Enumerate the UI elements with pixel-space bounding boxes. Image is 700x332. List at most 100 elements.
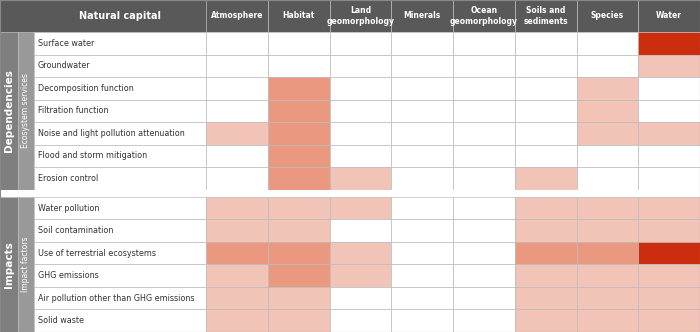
Bar	[638, 197, 700, 219]
Bar	[0, 197, 18, 332]
Text: Flood and storm mitigation: Flood and storm mitigation	[38, 151, 147, 160]
Text: Water pollution: Water pollution	[38, 204, 99, 212]
Text: Noise and light pollution attenuation: Noise and light pollution attenuation	[38, 129, 185, 138]
Text: Erosion control: Erosion control	[38, 174, 98, 183]
Bar	[453, 122, 514, 145]
Bar	[391, 167, 453, 190]
Bar	[514, 100, 577, 122]
Bar	[330, 32, 391, 54]
Bar	[638, 77, 700, 100]
Bar	[330, 287, 391, 309]
Bar	[514, 287, 577, 309]
Bar	[514, 0, 577, 32]
Bar	[391, 54, 453, 77]
Bar	[34, 145, 206, 167]
Bar	[577, 219, 638, 242]
Text: Decomposition function: Decomposition function	[38, 84, 134, 93]
Bar	[206, 219, 267, 242]
Bar	[577, 145, 638, 167]
Bar	[206, 309, 267, 332]
Bar	[577, 100, 638, 122]
Text: Land
geomorphology: Land geomorphology	[326, 6, 394, 26]
Bar	[638, 32, 700, 54]
Bar	[638, 122, 700, 145]
Text: Surface water: Surface water	[38, 39, 94, 48]
Bar	[330, 197, 391, 219]
Bar	[514, 122, 577, 145]
Bar	[34, 122, 206, 145]
Bar	[391, 309, 453, 332]
Bar	[267, 145, 330, 167]
Bar	[514, 32, 577, 54]
Bar	[391, 242, 453, 264]
Bar	[514, 167, 577, 190]
Bar	[34, 100, 206, 122]
Bar	[18, 32, 34, 190]
Bar	[391, 77, 453, 100]
Bar	[267, 242, 330, 264]
Bar	[638, 145, 700, 167]
Text: Natural capital: Natural capital	[79, 11, 161, 21]
Bar	[330, 219, 391, 242]
Bar	[391, 264, 453, 287]
Bar	[577, 54, 638, 77]
Bar	[453, 197, 514, 219]
Bar	[391, 287, 453, 309]
Bar	[34, 167, 206, 190]
Bar	[577, 122, 638, 145]
Bar	[34, 32, 206, 54]
Bar	[206, 122, 267, 145]
Bar	[577, 242, 638, 264]
Bar	[267, 264, 330, 287]
Bar	[638, 100, 700, 122]
Bar	[638, 287, 700, 309]
Bar	[453, 167, 514, 190]
Bar	[206, 54, 267, 77]
Bar	[638, 219, 700, 242]
Text: Ecosystem services: Ecosystem services	[22, 73, 31, 148]
Text: Species: Species	[591, 12, 624, 21]
Bar	[330, 122, 391, 145]
Bar	[453, 242, 514, 264]
Bar	[453, 264, 514, 287]
Bar	[34, 264, 206, 287]
Text: Soil contamination: Soil contamination	[38, 226, 113, 235]
Text: Use of terrestrial ecosystems: Use of terrestrial ecosystems	[38, 249, 156, 258]
Bar	[514, 219, 577, 242]
Text: Water: Water	[656, 12, 682, 21]
Bar	[330, 145, 391, 167]
Text: Soils and
sediments: Soils and sediments	[524, 6, 568, 26]
Bar	[577, 167, 638, 190]
Text: Impact factors: Impact factors	[22, 237, 31, 292]
Bar	[0, 0, 206, 32]
Bar	[514, 309, 577, 332]
Bar	[638, 54, 700, 77]
Bar	[577, 197, 638, 219]
Bar	[453, 219, 514, 242]
Bar	[391, 0, 453, 32]
Bar	[267, 100, 330, 122]
Bar	[514, 264, 577, 287]
Bar	[330, 309, 391, 332]
Bar	[453, 145, 514, 167]
Bar	[267, 167, 330, 190]
Bar	[453, 54, 514, 77]
Bar	[453, 0, 514, 32]
Bar	[577, 309, 638, 332]
Bar	[453, 77, 514, 100]
Bar	[453, 100, 514, 122]
Bar	[267, 77, 330, 100]
Bar	[330, 242, 391, 264]
Bar	[206, 0, 267, 32]
Bar	[206, 242, 267, 264]
Text: Impacts: Impacts	[4, 241, 14, 288]
Bar	[206, 197, 267, 219]
Text: Ocean
geomorphology: Ocean geomorphology	[450, 6, 518, 26]
Bar	[330, 100, 391, 122]
Bar	[577, 287, 638, 309]
Text: Minerals: Minerals	[403, 12, 441, 21]
Bar	[391, 122, 453, 145]
Bar	[267, 219, 330, 242]
Bar	[34, 197, 206, 219]
Bar	[453, 309, 514, 332]
